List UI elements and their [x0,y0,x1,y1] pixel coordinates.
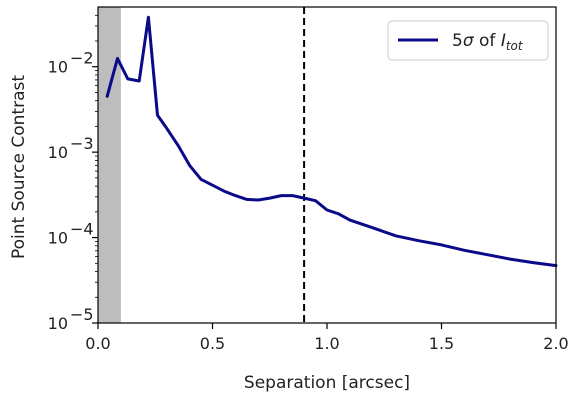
legend-label: 5σ of Itot [452,31,524,53]
legend-label-sigma: σ [463,31,475,51]
x-tick-label: 2.0 [543,334,568,353]
x-axis-label: Separation [arcsec] [244,373,410,393]
y-tick-label-exponent: −5 [70,305,94,324]
legend-label-prefix: 5 [452,31,463,51]
x-tick-label: 1.0 [314,334,339,353]
y-tick-label: 10 [48,58,68,77]
legend-label-sub: tot [506,39,524,53]
legend-label-i: I [501,31,506,51]
y-tick-label-exponent: −2 [70,49,94,68]
shaded-region [98,7,121,323]
y-tick-label-exponent: −4 [70,220,94,239]
x-tick-label: 1.5 [429,334,454,353]
y-tick-label: 10 [48,314,68,333]
legend-box [387,20,549,61]
plot-area [98,7,558,323]
y-tick-label: 10 [48,229,68,248]
legend-label-middle: of [474,31,501,51]
series-line-0 [105,15,558,268]
legend: 5σ of Itot [387,20,549,61]
x-tick-label: 0.0 [85,334,110,353]
x-tick-label: 0.5 [200,334,225,353]
y-axis-label: Point Source Contrast [9,75,29,259]
y-tick-label: 10 [48,143,68,162]
axes: 0.0 0.5 1.0 1.5 2.010−510−410−310−2 [48,6,569,353]
y-tick-label-exponent: −3 [70,134,94,153]
